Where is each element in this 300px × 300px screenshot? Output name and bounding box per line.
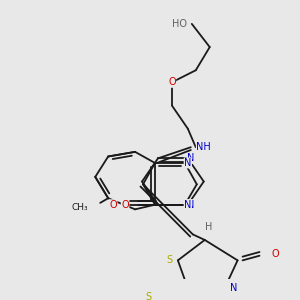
Text: H: H bbox=[205, 222, 212, 232]
Text: CH₃: CH₃ bbox=[72, 203, 88, 212]
Text: S: S bbox=[146, 292, 152, 300]
Text: O: O bbox=[110, 200, 117, 210]
Text: N: N bbox=[184, 158, 191, 168]
Text: N: N bbox=[187, 200, 194, 210]
Text: N: N bbox=[187, 153, 194, 163]
Text: HO: HO bbox=[172, 19, 187, 29]
Text: O: O bbox=[168, 77, 176, 87]
Text: O: O bbox=[121, 200, 129, 210]
Text: S: S bbox=[167, 255, 173, 266]
Text: N: N bbox=[184, 200, 191, 210]
Text: N: N bbox=[230, 283, 237, 293]
Text: NH: NH bbox=[196, 142, 211, 152]
Text: O: O bbox=[272, 249, 279, 259]
